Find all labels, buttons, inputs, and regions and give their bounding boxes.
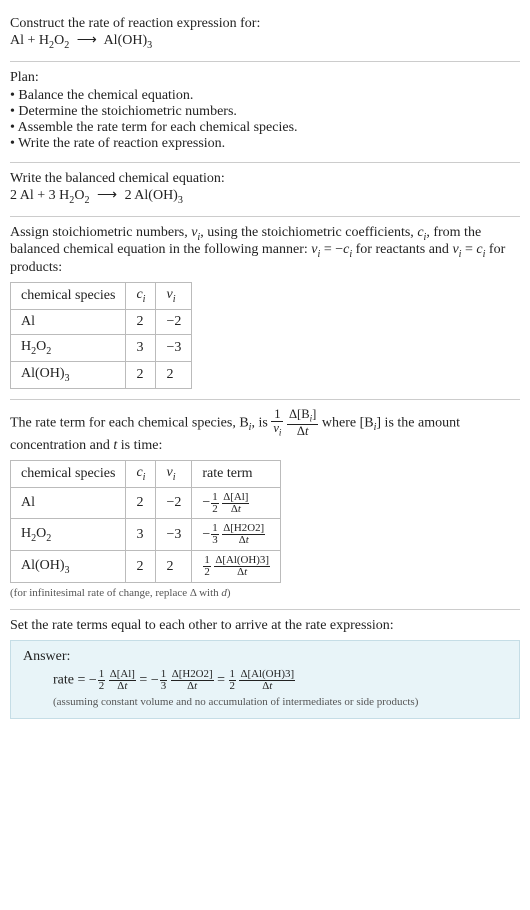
final-section: Set the rate terms equal to each other t… xyxy=(10,610,520,729)
answer-box: Answer: rate = −12 Δ[Al]Δt = −13 Δ[H2O2]… xyxy=(10,640,520,719)
col-species: chemical species xyxy=(11,283,126,310)
answer-header: Answer: xyxy=(23,649,507,665)
intro-section: Construct the rate of reaction expressio… xyxy=(10,8,520,62)
plan-list: Balance the chemical equation. Determine… xyxy=(10,88,520,152)
product-aloh3: Al(OH)3 xyxy=(104,33,153,48)
plan-item: Balance the chemical equation. xyxy=(10,88,520,104)
rate-table: chemical species ci νi rate term Al 2 −2… xyxy=(10,460,281,583)
final-text: Set the rate terms equal to each other t… xyxy=(10,618,520,634)
table-header-row: chemical species ci νi rate term xyxy=(11,460,281,487)
intro-equation: Al + H2O2 ⟶ Al(OH)3 xyxy=(10,32,520,51)
arrow-icon: ⟶ xyxy=(73,33,101,48)
rate-table-note: (for infinitesimal rate of change, repla… xyxy=(10,587,520,599)
stoich-table: chemical species ci νi Al 2 −2 H2O2 3 −3… xyxy=(10,282,192,388)
plan-title: Plan: xyxy=(10,70,520,86)
plan-section: Plan: Balance the chemical equation. Det… xyxy=(10,62,520,163)
reactant-h2o2: H2O2 xyxy=(39,33,69,48)
arrow-icon: ⟶ xyxy=(93,188,121,203)
table-header-row: chemical species ci νi xyxy=(11,283,192,310)
fraction: Δ[Bi]Δt xyxy=(287,408,318,438)
plan-item: Write the rate of reaction expression. xyxy=(10,136,520,152)
table-row: H2O2 3 −3 xyxy=(11,334,192,361)
col-ci: ci xyxy=(126,283,156,310)
plan-item: Assemble the rate term for each chemical… xyxy=(10,120,520,136)
balanced-title: Write the balanced chemical equation: xyxy=(10,171,520,187)
reactant-al: Al xyxy=(10,33,24,48)
rateterm-section: The rate term for each chemical species,… xyxy=(10,400,520,611)
col-rateterm: rate term xyxy=(192,460,281,487)
answer-note: (assuming constant volume and no accumul… xyxy=(23,696,507,708)
table-row: Al 2 −2 xyxy=(11,309,192,334)
col-ci: ci xyxy=(126,460,156,487)
answer-expression: rate = −12 Δ[Al]Δt = −13 Δ[H2O2]Δt = 12 … xyxy=(23,669,507,692)
table-row: H2O2 3 −3 −13 Δ[H2O2]Δt xyxy=(11,519,281,551)
table-row: Al(OH)3 2 2 12 Δ[Al(OH)3]Δt xyxy=(11,551,281,583)
intro-prompt: Construct the rate of reaction expressio… xyxy=(10,16,520,32)
stoich-text: Assign stoichiometric numbers, νi, using… xyxy=(10,225,520,277)
plan-item: Determine the stoichiometric numbers. xyxy=(10,104,520,120)
table-row: Al(OH)3 2 2 xyxy=(11,361,192,388)
balanced-section: Write the balanced chemical equation: 2 … xyxy=(10,163,520,217)
rateterm-text: The rate term for each chemical species,… xyxy=(10,408,520,454)
col-species: chemical species xyxy=(11,460,126,487)
col-nui: νi xyxy=(156,460,192,487)
stoich-section: Assign stoichiometric numbers, νi, using… xyxy=(10,217,520,400)
col-nui: νi xyxy=(156,283,192,310)
balanced-equation: 2 Al + 3 H2O2 ⟶ 2 Al(OH)3 xyxy=(10,187,520,206)
table-row: Al 2 −2 −12 Δ[Al]Δt xyxy=(11,487,281,519)
fraction: 1νi xyxy=(271,408,283,438)
